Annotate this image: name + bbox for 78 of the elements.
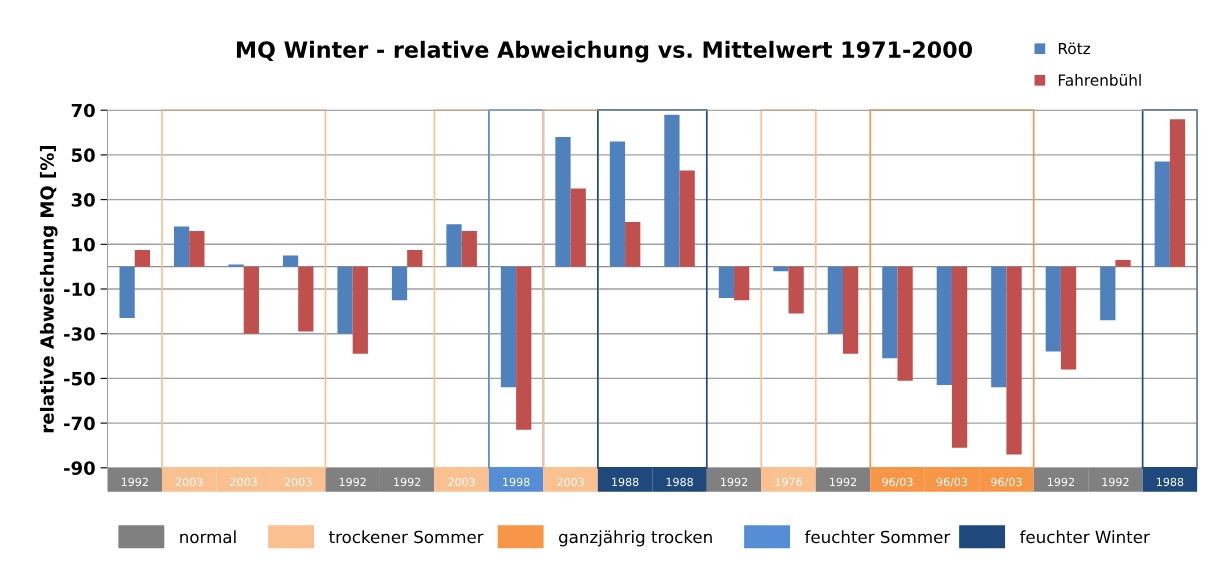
bar [570,188,586,267]
bar [337,266,353,334]
x-tick-label: 1992 [830,477,857,487]
bar [1169,119,1186,267]
bar [1154,161,1170,267]
bar [1100,266,1116,321]
bar [298,266,314,332]
legend-label: Rötz [1058,42,1091,55]
x-tick-label: 96/03 [882,477,913,488]
bar [173,226,190,267]
x-tick-label: 2003 [230,477,257,487]
bar [461,230,477,267]
x-tick-label: 1988 [1156,477,1184,487]
text: feuchter Winter [1019,530,1150,544]
text: ganzjährig trocken [559,530,712,547]
bar [827,266,843,334]
bar [1115,259,1131,267]
bar [516,266,532,430]
bar [407,249,423,267]
y-tick-label: -30 [64,327,95,341]
x-tick-label: 1988 [612,477,639,487]
y-tick-label: -50 [64,371,95,386]
bar [555,137,571,267]
bar [1045,266,1061,352]
x-tick-label: 2003 [175,477,203,487]
bar [718,266,735,298]
bar [679,170,695,267]
x-tick-label: 1998 [503,477,530,487]
bar [788,266,804,314]
x-tick-label: 1992 [721,477,748,487]
bar [664,114,680,267]
y-axis-title: relative Abweichung MQ [%] [39,145,58,433]
text: normal [180,530,236,544]
text: trockener Sommer [329,530,484,544]
bar [500,266,517,388]
x-tick-label: 1988 [666,477,693,487]
bar [897,266,913,381]
bar [1060,266,1077,370]
bar [228,264,244,267]
bar [609,141,626,267]
bar [936,266,952,386]
x-tick-label: 1992 [339,477,366,487]
bar [734,266,750,301]
bar [189,230,205,267]
bar [991,266,1007,388]
bar [843,266,859,354]
bar [773,266,789,272]
x-tick-label: 1992 [1048,477,1074,487]
x-tick-label: 1992 [121,477,148,487]
y-tick-label: 50 [71,148,95,163]
x-tick-label: 2003 [557,477,584,487]
x-tick-label: 96/03 [936,477,968,488]
x-tick-label: 2003 [448,477,475,487]
bar [352,266,368,354]
bar [951,266,968,448]
y-tick-label: 10 [72,237,95,252]
x-tick-label: 96/03 [991,477,1022,488]
y-tick-label: -10 [64,282,95,297]
x-tick-label: 1976 [775,477,802,487]
bar [282,255,299,267]
bar [446,224,462,267]
x-tick-label: 1992 [1102,477,1129,487]
bar [134,249,151,267]
y-tick-label: -90 [64,461,95,475]
y-tick-label: 70 [71,103,95,118]
legend-label: Fahrenbühl [1058,74,1141,86]
bar [882,266,898,359]
text: feuchter Sommer [804,530,951,544]
bar [119,266,135,319]
bar [1006,266,1022,455]
bar [391,266,408,301]
chart-title: MQ Winter - relative Abweichung vs. Mittelwert 1971-2000 [236,40,973,63]
x-tick-label: 1992 [394,477,421,487]
y-tick-label: 30 [71,193,95,207]
bar [243,266,259,334]
bar [625,221,641,267]
x-tick-label: 2003 [284,477,312,487]
y-tick-label: -70 [64,416,95,431]
